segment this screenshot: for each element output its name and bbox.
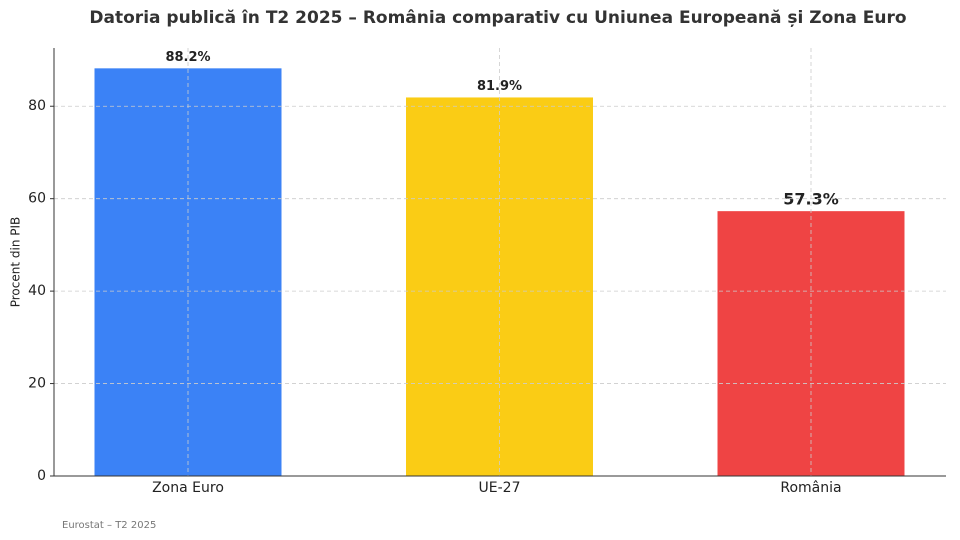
- x-tick-label: UE-27: [479, 480, 521, 496]
- y-axis-label: Procent din PIB: [9, 217, 23, 308]
- y-tick-label: 40: [28, 283, 46, 299]
- y-tick-label: 20: [28, 376, 46, 392]
- source-note: Eurostat – T2 2025: [62, 520, 156, 531]
- y-tick-label: 80: [28, 98, 46, 114]
- chart-title: Datoria publică în T2 2025 – România com…: [89, 8, 906, 28]
- x-tick-label: Zona Euro: [152, 480, 224, 496]
- x-tick-label: România: [780, 480, 841, 496]
- y-tick-label: 60: [28, 191, 46, 207]
- y-tick-label: 0: [37, 468, 46, 484]
- value-label: 57.3%: [783, 190, 839, 209]
